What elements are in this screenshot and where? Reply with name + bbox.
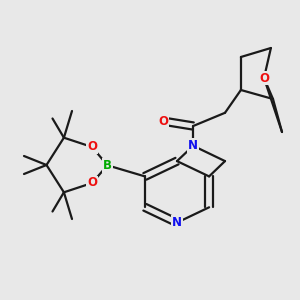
Text: N: N bbox=[188, 139, 198, 152]
Text: O: O bbox=[259, 71, 269, 85]
Text: N: N bbox=[172, 216, 182, 229]
Text: O: O bbox=[87, 140, 97, 154]
Text: O: O bbox=[158, 115, 169, 128]
Text: O: O bbox=[87, 176, 97, 190]
Text: B: B bbox=[103, 159, 112, 172]
